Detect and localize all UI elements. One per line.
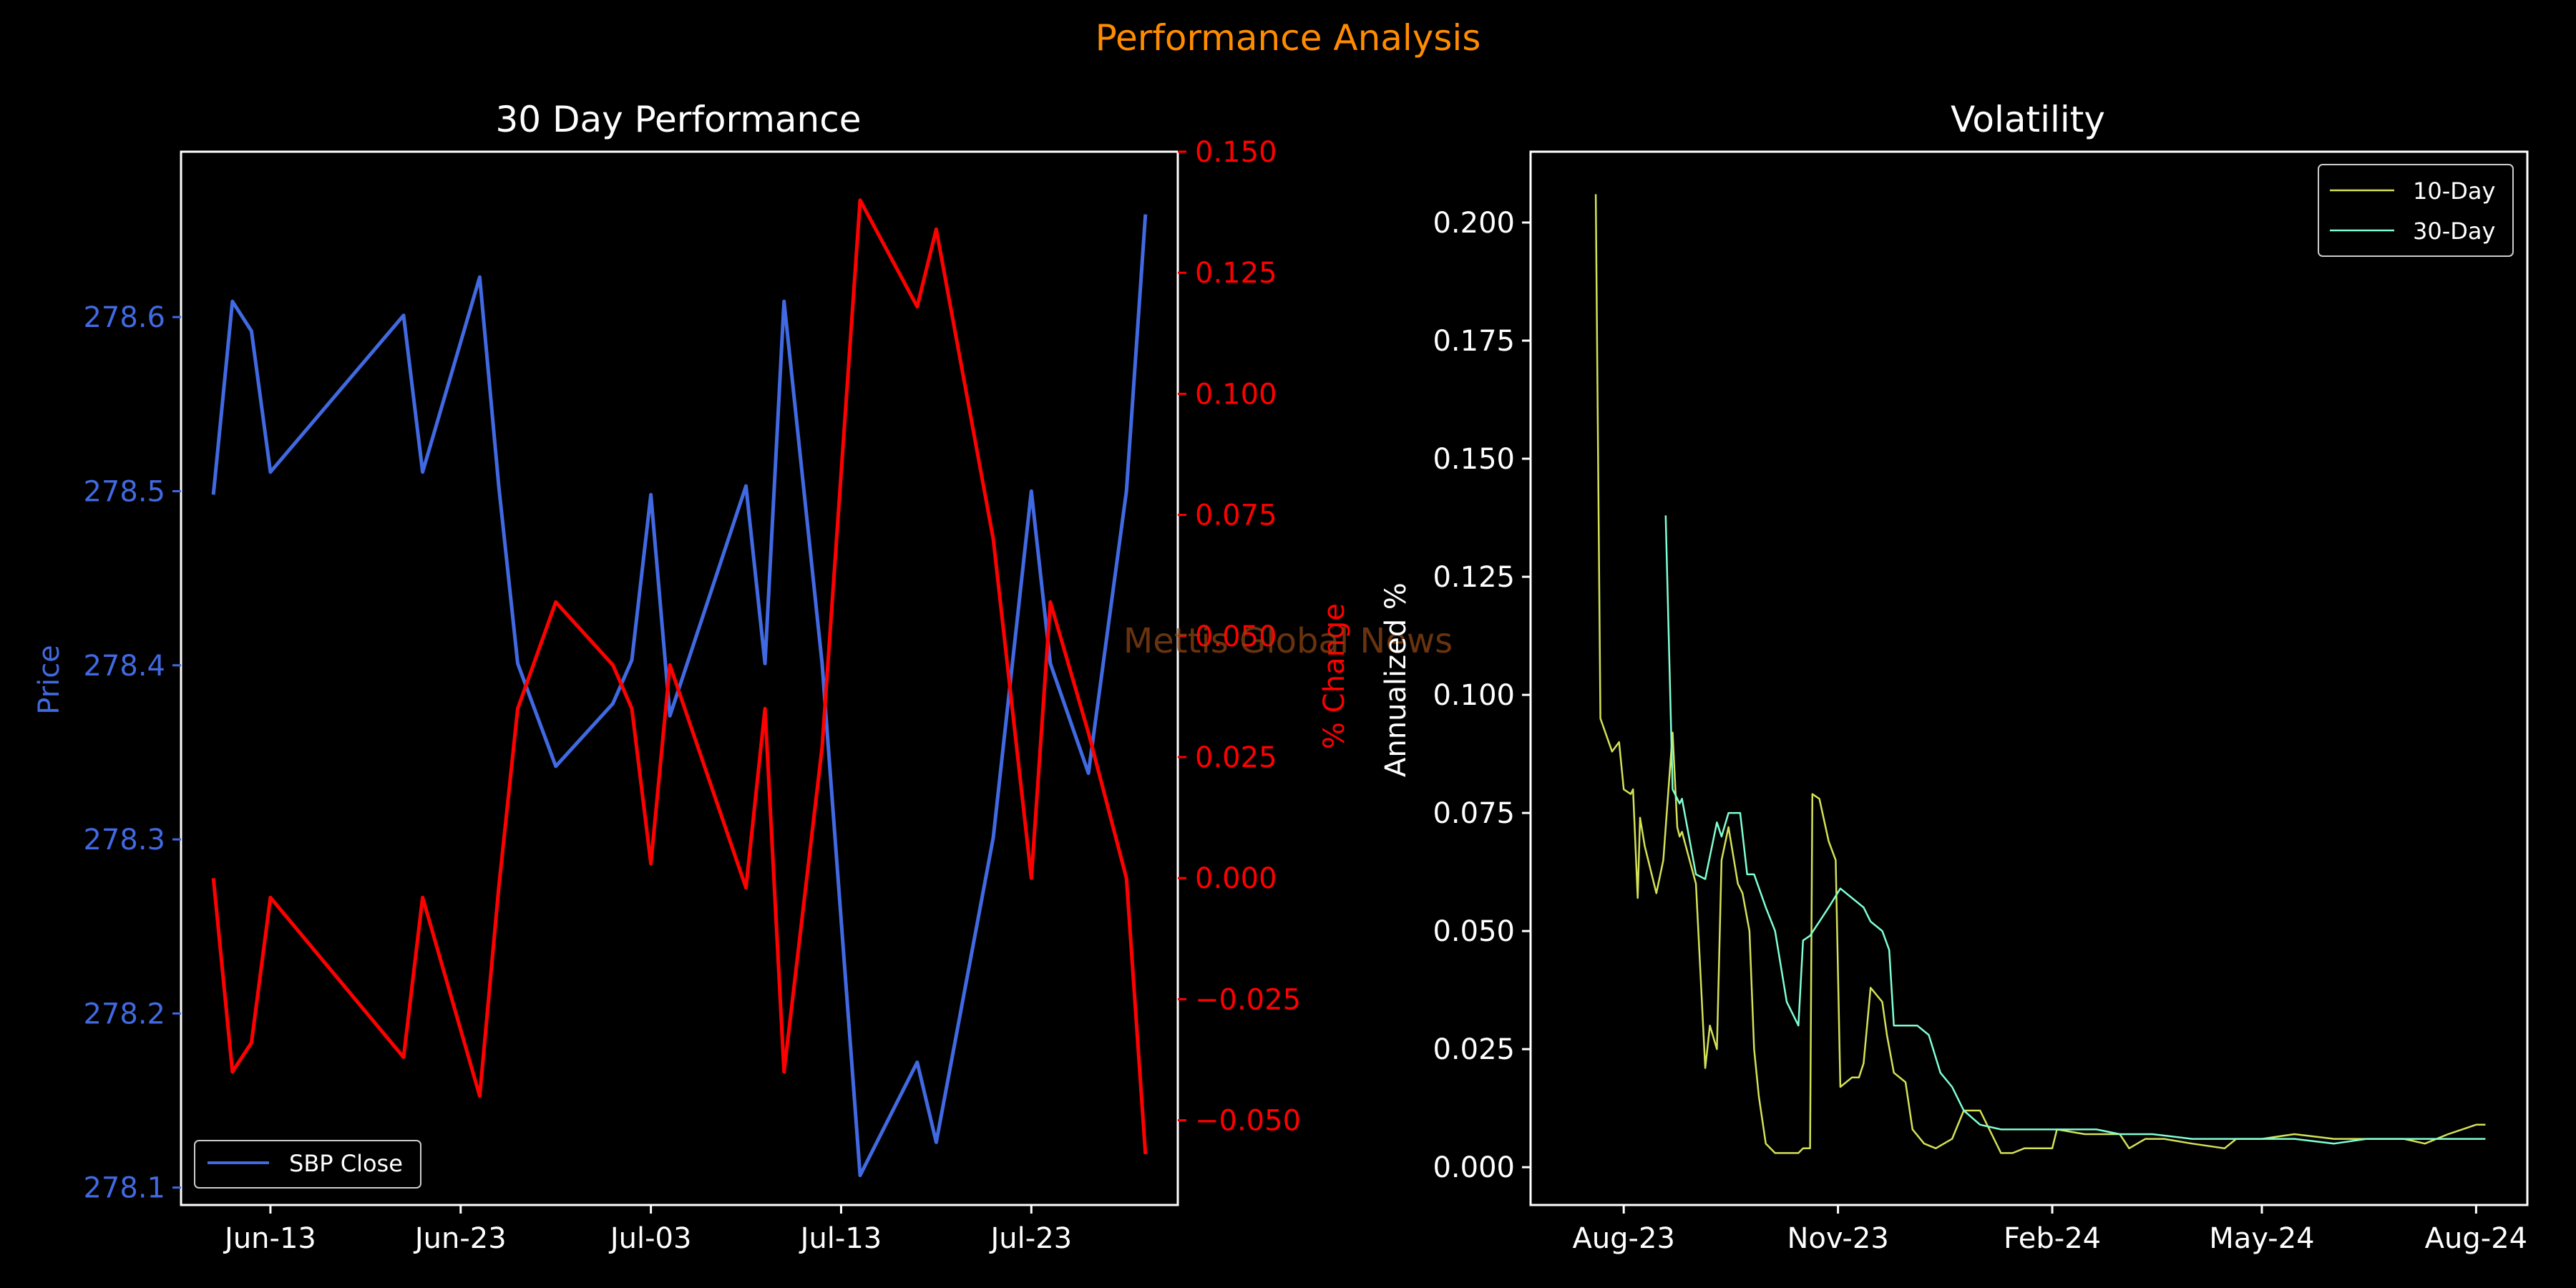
x-tick-label: Jul-23 [989, 1222, 1073, 1255]
pct-tick-label: 0.075 [1195, 499, 1277, 532]
x-tick-label: Jul-13 [799, 1222, 882, 1255]
volatility-plot-frame [1529, 150, 2529, 1206]
pct-tick-label: 0.100 [1195, 378, 1277, 411]
x-tick-label: Jun-13 [223, 1222, 316, 1255]
y-tick-label: 0.075 [1433, 797, 1515, 830]
performance-panel: 30 Day Performance Jun-13 Jun-23 Jul-03 Jul… [33, 99, 1351, 1255]
performance-plot-frame [180, 150, 1179, 1206]
x-tick-label: Jul-03 [608, 1222, 692, 1255]
x-tick-label: Jun-23 [413, 1222, 507, 1255]
volatility-y-axis: 0.000 0.025 0.050 0.075 0.100 0.125 0.150 0.175… [1433, 207, 1531, 1184]
pct-tick-label: −0.025 [1195, 983, 1301, 1016]
performance-pct-axis: −0.050 −0.025 0.000 0.025 0.050 0.075 0.100 0.1… [1178, 136, 1301, 1138]
price-axis-label: Price [33, 645, 66, 715]
x-tick-label: May-24 [2209, 1222, 2314, 1255]
volatility-y-axis-label: Annualized % [1380, 582, 1413, 777]
volatility-series [1594, 194, 2486, 1154]
volatility-title: Volatility [1951, 99, 2105, 140]
suptitle: Performance Analysis [1096, 17, 1481, 59]
performance-series [211, 198, 1148, 1178]
series-line-sbp-close [211, 214, 1148, 1178]
pct-tick-label: 0.050 [1195, 620, 1277, 653]
volatility-panel: Volatility Aug-23 Nov-23 Feb-24 May-24 Aug-2… [1380, 99, 2529, 1255]
series-line-30-day [1664, 515, 2486, 1145]
pct-tick-label: 0.125 [1195, 257, 1277, 290]
legend-label-sbp-close: SBP Close [289, 1150, 403, 1177]
pct-change-axis-label: % Change [1318, 603, 1351, 749]
series-line-10-day [1594, 194, 2486, 1154]
legend-box [194, 1140, 421, 1189]
y-tick-label: 0.025 [1433, 1033, 1515, 1066]
pct-tick-label: −0.050 [1195, 1105, 1301, 1138]
performance-title: 30 Day Performance [496, 99, 862, 140]
legend-label-10-day: 10-Day [2413, 177, 2495, 205]
price-tick-label: 278.2 [83, 997, 165, 1030]
price-tick-label: 278.4 [83, 650, 165, 683]
x-tick-label: Feb-24 [2004, 1222, 2101, 1255]
price-tick-label: 278.1 [83, 1172, 165, 1205]
pct-tick-label: 0.000 [1195, 862, 1277, 895]
y-tick-label: 0.150 [1433, 443, 1515, 476]
series-line-change [211, 198, 1148, 1155]
price-tick-label: 278.6 [83, 301, 165, 334]
performance-legend: SBP Close [194, 1140, 421, 1189]
price-tick-label: 278.3 [83, 824, 165, 857]
y-tick-label: 0.125 [1433, 561, 1515, 594]
legend-label-30-day: 30-Day [2413, 218, 2495, 245]
performance-price-axis: 278.1 278.2 278.3 278.4 278.5 278.6 [83, 301, 181, 1205]
y-tick-label: 0.100 [1433, 679, 1515, 712]
x-tick-label: Aug-24 [2425, 1222, 2527, 1255]
watermark: Mettis Global News [1123, 621, 1453, 661]
y-tick-label: 0.050 [1433, 915, 1515, 948]
pct-tick-label: 0.150 [1195, 136, 1277, 169]
volatility-x-axis: Aug-23 Nov-23 Feb-24 May-24 Aug-24 [1572, 1205, 2527, 1255]
pct-tick-label: 0.025 [1195, 741, 1277, 774]
legend-box [2318, 164, 2514, 257]
y-tick-label: 0.000 [1433, 1151, 1515, 1184]
price-tick-label: 278.5 [83, 475, 165, 508]
performance-x-axis: Jun-13 Jun-23 Jul-03 Jul-13 Jul-23 [223, 1205, 1072, 1255]
y-tick-label: 0.200 [1433, 207, 1515, 240]
x-tick-label: Aug-23 [1572, 1222, 1674, 1255]
volatility-legend: 10-Day 30-Day [2318, 164, 2514, 257]
x-tick-label: Nov-23 [1787, 1222, 1888, 1255]
y-tick-label: 0.175 [1433, 325, 1515, 358]
